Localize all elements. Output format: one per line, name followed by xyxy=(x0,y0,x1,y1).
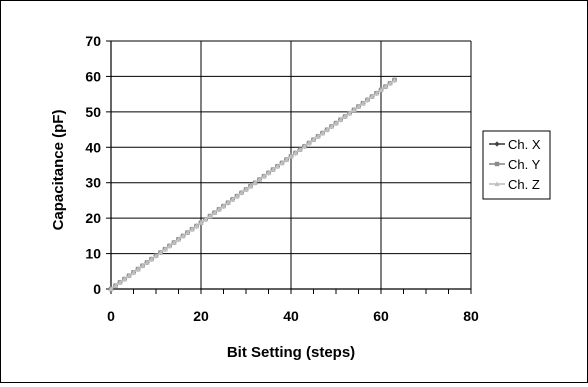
data-point xyxy=(315,133,321,139)
data-point xyxy=(369,93,375,99)
data-point xyxy=(211,210,218,215)
x-tick-label: 40 xyxy=(283,308,299,324)
data-point xyxy=(373,90,380,96)
data-point xyxy=(198,220,204,225)
data-point xyxy=(225,200,231,205)
data-point xyxy=(144,259,150,265)
legend-item: Ch. Z xyxy=(489,177,540,192)
grid-layer xyxy=(111,40,472,289)
data-point xyxy=(494,161,500,167)
y-tick-label: 30 xyxy=(85,175,101,191)
data-point xyxy=(355,103,362,109)
data-point xyxy=(234,193,240,199)
series-layer xyxy=(108,77,398,292)
data-point xyxy=(310,137,317,142)
data-point xyxy=(117,279,123,285)
data-point xyxy=(494,141,500,147)
data-point xyxy=(387,80,393,86)
y-tick-label: 10 xyxy=(85,246,101,262)
y-axis-title: Capacitance (pF) xyxy=(50,110,67,231)
data-point xyxy=(157,249,164,255)
legend-label: Ch. Z xyxy=(508,177,540,192)
data-point xyxy=(256,176,263,182)
data-point xyxy=(148,256,155,262)
data-point xyxy=(265,170,272,175)
data-point xyxy=(328,123,335,129)
data-point xyxy=(193,223,200,229)
data-point xyxy=(238,190,245,195)
y-tick-label: 50 xyxy=(85,104,101,120)
data-point xyxy=(292,150,299,156)
data-point xyxy=(261,173,267,179)
legend-item: Ch. Y xyxy=(489,157,541,172)
data-point xyxy=(333,120,339,126)
x-tick-label: 20 xyxy=(193,308,209,324)
tick-labels: 0 10 20 30 40 50 60 70 0 20 40 60 80 xyxy=(85,33,479,324)
data-point xyxy=(166,243,173,248)
data-point xyxy=(175,236,182,242)
data-point xyxy=(220,203,227,209)
data-point xyxy=(171,239,177,245)
data-point xyxy=(180,233,186,239)
data-point xyxy=(216,206,222,212)
x-tick-label: 60 xyxy=(373,308,389,324)
y-tick-label: 0 xyxy=(93,281,101,297)
data-point xyxy=(391,77,398,83)
data-point xyxy=(274,163,281,169)
data-point xyxy=(184,229,191,235)
data-point xyxy=(108,286,114,292)
data-point xyxy=(364,97,371,102)
y-tick-label: 40 xyxy=(85,139,101,155)
data-point xyxy=(135,266,141,272)
legend: Ch. X Ch. Y Ch. Z xyxy=(482,130,551,200)
data-point xyxy=(189,226,195,232)
data-point xyxy=(337,117,344,122)
data-point xyxy=(360,100,366,106)
data-point xyxy=(247,183,254,189)
data-point xyxy=(243,186,249,192)
data-point xyxy=(229,196,236,202)
y-tick-label: 20 xyxy=(85,210,101,226)
data-point xyxy=(346,110,353,116)
data-point xyxy=(126,273,132,278)
data-point xyxy=(351,107,357,112)
data-point xyxy=(301,143,308,149)
axes-layer xyxy=(106,40,472,294)
data-point xyxy=(283,157,290,162)
series-ch-z xyxy=(108,77,398,292)
data-point xyxy=(130,269,137,275)
x-axis-title: Bit Setting (steps) xyxy=(227,344,355,361)
data-point xyxy=(153,253,159,258)
data-point xyxy=(306,140,312,146)
y-tick-label: 60 xyxy=(85,68,101,84)
data-point xyxy=(207,213,213,219)
data-point xyxy=(202,216,209,222)
data-point xyxy=(270,166,276,172)
data-point xyxy=(162,246,168,252)
data-point xyxy=(288,153,294,159)
data-point xyxy=(494,181,500,187)
data-point xyxy=(112,283,119,288)
x-tick-label: 0 xyxy=(107,308,115,324)
data-point xyxy=(324,127,330,132)
legend-label: Ch. Y xyxy=(508,157,541,172)
data-point xyxy=(252,180,258,185)
data-point xyxy=(378,87,384,93)
legend-item: Ch. X xyxy=(489,137,541,152)
data-point xyxy=(382,83,389,89)
x-tick-label: 80 xyxy=(463,308,479,324)
data-point xyxy=(279,160,285,165)
data-point xyxy=(121,276,128,282)
data-point xyxy=(342,113,348,119)
data-point xyxy=(139,263,146,268)
data-point xyxy=(297,147,303,152)
data-point xyxy=(319,130,326,136)
y-tick-label: 70 xyxy=(85,33,101,49)
legend-box xyxy=(482,130,551,200)
legend-label: Ch. X xyxy=(508,137,541,152)
